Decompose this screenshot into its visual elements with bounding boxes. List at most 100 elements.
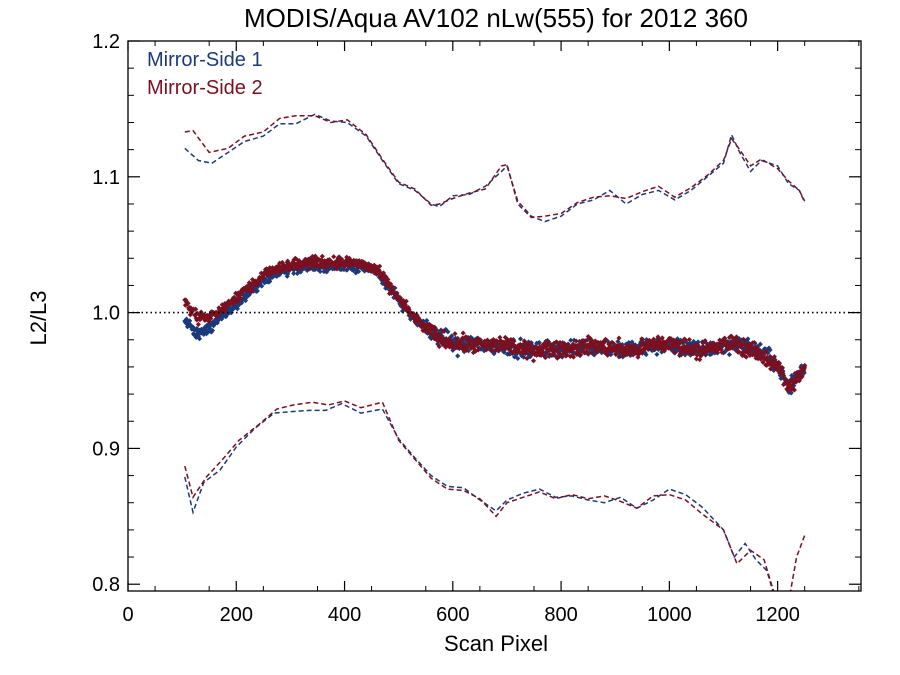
data-point: [586, 345, 592, 351]
y-axis-label: L2/L3: [26, 290, 51, 345]
data-point: [455, 353, 461, 359]
data-point: [536, 340, 542, 346]
data-point: [445, 329, 451, 335]
axis-ticks: 0 200 400 600 800 1000 1200 0.8 0.9 1.0 1.1 1.2: [92, 31, 861, 626]
x-tick-label: 400: [328, 604, 361, 626]
data-point: [441, 328, 447, 334]
data-point: [434, 327, 440, 333]
data-point: [654, 351, 660, 357]
x-tick-label: 1200: [755, 604, 800, 626]
data-point: [602, 336, 609, 342]
data-point: [780, 370, 786, 376]
data-point: [331, 254, 337, 260]
data-point: [568, 337, 574, 343]
data-point: [495, 341, 501, 347]
data-point: [576, 345, 582, 351]
data-point: [223, 305, 230, 311]
data-point: [522, 351, 528, 357]
envelope-lower-line: [184, 400, 806, 591]
data-point: [242, 298, 249, 304]
data-point: [428, 327, 434, 333]
data-point: [605, 352, 611, 358]
data-point: [187, 318, 193, 324]
y-tick-label: 1.2: [92, 31, 120, 53]
data-point: [595, 349, 601, 355]
data-point: [215, 312, 221, 318]
data-point: [573, 345, 579, 351]
data-point: [475, 347, 481, 353]
data-point: [385, 276, 391, 283]
envelope-upper-line: [184, 113, 806, 223]
data-point: [449, 333, 455, 339]
data-point: [768, 366, 774, 372]
legend: Mirror-Side 1 Mirror-Side 2: [147, 49, 263, 99]
data-point: [267, 278, 273, 284]
data-point: [356, 268, 362, 275]
data-point: [452, 331, 458, 337]
data-point: [679, 339, 685, 345]
data-point: [593, 343, 599, 350]
x-tick-label: 800: [544, 604, 577, 626]
data-point: [403, 298, 409, 304]
data-point: [771, 354, 777, 360]
data-point: [799, 374, 805, 380]
data-point: [436, 344, 442, 350]
data-point: [555, 346, 561, 352]
data-point: [306, 266, 312, 272]
data-point: [733, 334, 740, 340]
data-point: [686, 337, 692, 343]
data-point: [185, 300, 191, 306]
y-tick-label: 1.1: [92, 167, 120, 189]
envelope-lower-line: [184, 402, 774, 591]
data-point: [339, 256, 345, 262]
data-point: [727, 339, 734, 345]
data-point: [659, 335, 665, 341]
data-point: [259, 283, 265, 289]
data-point: [334, 266, 340, 272]
data-layer: [182, 113, 808, 591]
data-point: [671, 349, 677, 356]
envelope-upper-line: [184, 114, 806, 219]
plot-frame: [127, 40, 862, 592]
data-point: [455, 335, 461, 341]
data-point: [565, 341, 571, 347]
data-point: [801, 366, 807, 372]
x-tick-label: 600: [436, 604, 469, 626]
series-1: [182, 113, 808, 591]
x-tick-label: 1000: [647, 604, 692, 626]
data-point: [767, 353, 773, 359]
data-point: [763, 348, 769, 354]
data-point: [377, 263, 383, 269]
data-point: [524, 355, 530, 361]
data-point: [324, 264, 330, 270]
data-point: [460, 330, 466, 336]
data-point: [195, 321, 201, 327]
chart-title: MODIS/Aqua AV102 nLw(555) for 2012 360: [244, 3, 748, 33]
data-point: [483, 347, 489, 353]
data-point: [617, 353, 623, 359]
y-tick-label: 0.9: [92, 438, 120, 460]
data-point: [761, 351, 767, 358]
data-point: [515, 355, 521, 361]
data-point: [193, 306, 199, 312]
data-point: [542, 355, 548, 361]
data-point: [544, 348, 550, 354]
series-2: [182, 114, 808, 591]
data-point: [517, 336, 524, 342]
data-point: [390, 284, 396, 290]
data-point: [254, 288, 260, 294]
data-point: [488, 348, 494, 354]
data-point: [255, 279, 262, 285]
data-point: [767, 347, 773, 353]
data-point: [788, 390, 794, 396]
data-point: [388, 281, 394, 287]
data-point: [530, 358, 537, 364]
data-point: [779, 364, 785, 370]
data-point: [726, 352, 732, 358]
data-point: [196, 336, 203, 342]
x-tick-label: 0: [122, 604, 133, 626]
data-point: [238, 295, 244, 302]
data-point: [802, 362, 808, 368]
y-tick-label: 0.8: [92, 574, 120, 596]
